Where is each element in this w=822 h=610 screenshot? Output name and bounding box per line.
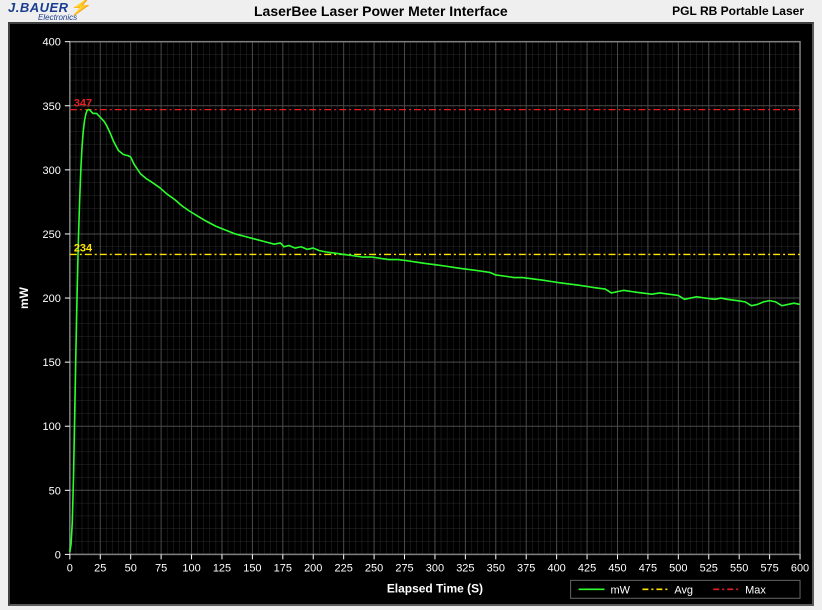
svg-text:0: 0: [67, 562, 73, 574]
svg-text:475: 475: [639, 562, 657, 574]
svg-text:234: 234: [74, 242, 93, 254]
app-title: LaserBee Laser Power Meter Interface: [90, 3, 673, 19]
svg-text:200: 200: [304, 562, 322, 574]
svg-text:100: 100: [43, 421, 61, 433]
svg-text:125: 125: [213, 562, 231, 574]
svg-text:150: 150: [243, 562, 261, 574]
svg-text:mW: mW: [611, 584, 631, 596]
svg-text:325: 325: [456, 562, 474, 574]
svg-text:550: 550: [730, 562, 748, 574]
svg-text:200: 200: [43, 293, 61, 305]
svg-text:375: 375: [517, 562, 535, 574]
svg-text:600: 600: [791, 562, 809, 574]
svg-text:525: 525: [700, 562, 718, 574]
device-label: PGL RB Portable Laser: [672, 4, 814, 18]
svg-text:250: 250: [43, 229, 61, 241]
svg-text:500: 500: [669, 562, 687, 574]
svg-text:225: 225: [335, 562, 353, 574]
svg-text:mW: mW: [17, 286, 31, 309]
svg-text:575: 575: [760, 562, 778, 574]
svg-text:300: 300: [43, 165, 61, 177]
svg-text:150: 150: [43, 357, 61, 369]
logo: J.BAUER⚡ Electronics: [8, 2, 90, 20]
svg-text:50: 50: [49, 485, 61, 497]
svg-text:350: 350: [487, 562, 505, 574]
svg-text:350: 350: [43, 101, 61, 113]
svg-text:400: 400: [547, 562, 565, 574]
logo-sub-text: Electronics: [38, 14, 90, 21]
svg-text:400: 400: [43, 37, 61, 49]
svg-text:Max: Max: [745, 584, 766, 596]
svg-text:275: 275: [395, 562, 413, 574]
svg-text:75: 75: [155, 562, 167, 574]
chart-container: 347 234 0 50 100 150 200 250 300 350 400 0 25 50 75 100…: [8, 22, 814, 606]
svg-text:0: 0: [55, 549, 61, 561]
header-bar: J.BAUER⚡ Electronics LaserBee Laser Powe…: [0, 0, 822, 20]
svg-text:450: 450: [608, 562, 626, 574]
power-chart: 347 234 0 50 100 150 200 250 300 350 400 0 25 50 75 100…: [10, 24, 812, 604]
svg-text:Elapsed Time (S): Elapsed Time (S): [387, 581, 483, 595]
svg-text:175: 175: [274, 562, 292, 574]
svg-text:100: 100: [182, 562, 200, 574]
svg-text:Avg: Avg: [674, 584, 693, 596]
svg-text:25: 25: [94, 562, 106, 574]
svg-text:250: 250: [365, 562, 383, 574]
svg-text:347: 347: [74, 98, 92, 110]
svg-text:300: 300: [426, 562, 444, 574]
svg-text:425: 425: [578, 562, 596, 574]
svg-text:50: 50: [125, 562, 137, 574]
